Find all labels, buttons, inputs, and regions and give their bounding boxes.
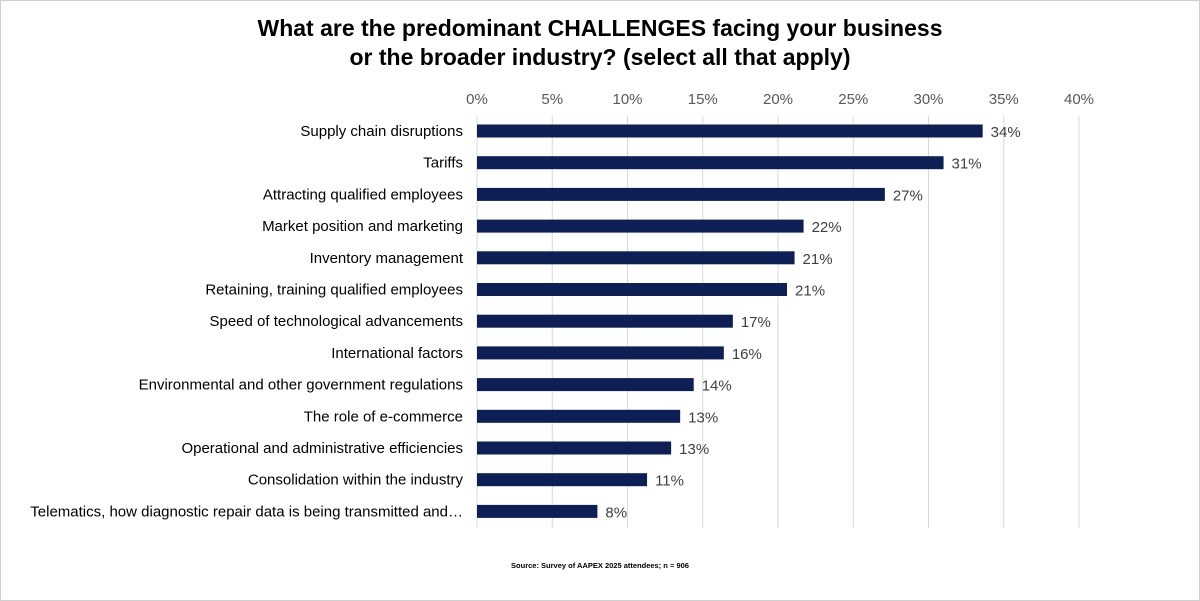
category-label: Consolidation within the industry [248,472,464,489]
x-tick-label: 40% [1064,91,1094,108]
data-label: 34% [991,124,1021,141]
bar [477,219,804,233]
bar [477,314,733,328]
bar [477,156,944,170]
data-label: 13% [688,409,718,426]
category-label: Tariffs [423,155,463,172]
data-label: 13% [679,441,709,458]
x-tick-label: 10% [612,91,642,108]
bar [477,187,885,201]
bars [477,124,983,518]
x-tick-label: 20% [763,91,793,108]
data-labels: 34% 31% 27% 22% 21% 21% 17% 16%14% 13% 13% 11% 8% [605,124,1020,521]
data-label: 21% [803,251,833,268]
source-note: Source: Survey of AAPEX 2025 attendees; … [511,561,689,570]
category-label: Speed of technological advancements [209,313,463,330]
bar [477,441,672,455]
chart-title-line-2: or the broader industry? (select all tha… [349,44,851,70]
category-label: The role of e-commerce [304,408,463,425]
category-label: Market position and marketing [262,218,463,235]
x-tick-label: 15% [688,91,718,108]
data-label: 11% [655,473,684,490]
data-label: 31% [952,156,982,173]
category-label: International factors [331,345,463,362]
chart-title-line-1: What are the predominant CHALLENGES faci… [257,15,943,41]
x-tick-label: 5% [541,91,563,108]
bar [477,251,795,265]
x-tick-label: 30% [913,91,943,108]
x-tick-label: 35% [989,91,1019,108]
bar [477,409,681,423]
x-axis-ticks: 0% 5% 10% 15% 20% 25% 30% 35% 40% [466,91,1094,108]
data-label: 27% [893,187,923,204]
data-label: 17% [741,314,771,331]
x-tick-label: 0% [466,91,488,108]
data-label: 22% [812,219,842,236]
data-label: 21% [795,283,825,300]
category-label: Supply chain disruptions [300,123,463,140]
category-label: Retaining, training qualified employees [205,282,463,299]
data-label: 8% [605,504,627,521]
bar [477,124,983,138]
bar [477,473,648,487]
category-labels: Supply chain disruptions Tariffs Attractin… [30,123,464,520]
category-label: Environmental and other government regul… [139,377,463,394]
category-label: Attracting qualified employees [263,186,463,203]
bar [477,346,724,360]
category-label: Inventory management [310,250,464,267]
x-tick-label: 25% [838,91,868,108]
bar [477,504,598,518]
bar [477,378,694,392]
chart-title: What are the predominant CHALLENGES faci… [0,14,1200,72]
data-label: 16% [732,346,762,363]
bar [477,283,788,296]
category-label: Operational and administrative efficienc… [181,440,463,457]
data-label: 14% [702,378,732,395]
category-label: Telematics, how diagnostic repair data i… [30,503,463,520]
